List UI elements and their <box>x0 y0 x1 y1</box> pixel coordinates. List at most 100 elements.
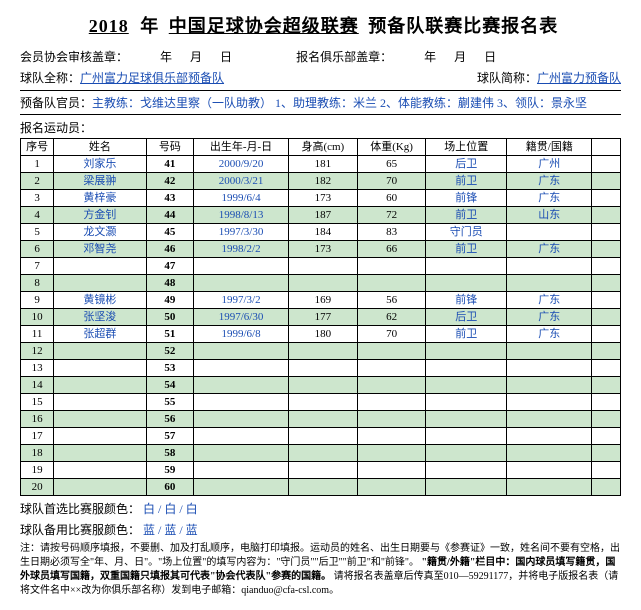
cell-h: 181 <box>288 156 357 173</box>
cell-seq: 14 <box>21 377 54 394</box>
cell-num: 48 <box>146 275 193 292</box>
cell-name: 龙文灏 <box>54 224 146 241</box>
cell-ext <box>592 343 621 360</box>
cell-seq: 19 <box>21 462 54 479</box>
cell-nat <box>507 343 592 360</box>
cell-h <box>288 360 357 377</box>
seal-y2: 年 <box>424 48 436 65</box>
cell-w <box>357 258 426 275</box>
cell-name <box>54 394 146 411</box>
cell-pos <box>426 462 507 479</box>
cell-h: 177 <box>288 309 357 326</box>
col-pos: 场上位置 <box>426 139 507 156</box>
cell-num: 55 <box>146 394 193 411</box>
cell-nat <box>507 258 592 275</box>
cell-dob: 1998/8/13 <box>194 207 289 224</box>
cell-name <box>54 360 146 377</box>
table-row: 1353 <box>21 360 621 377</box>
cell-num: 42 <box>146 173 193 190</box>
cell-w: 60 <box>357 190 426 207</box>
cell-h: 182 <box>288 173 357 190</box>
cell-h <box>288 377 357 394</box>
cell-dob: 2000/9/20 <box>194 156 289 173</box>
cell-dob <box>194 394 289 411</box>
cell-num: 47 <box>146 258 193 275</box>
cell-ext <box>592 360 621 377</box>
cell-nat <box>507 275 592 292</box>
cell-seq: 2 <box>21 173 54 190</box>
cell-h <box>288 462 357 479</box>
seal-y: 年 <box>160 48 172 65</box>
cell-nat: 山东 <box>507 207 592 224</box>
title-year-suffix: 年 <box>140 16 159 36</box>
title-suffix: 预备队联赛比赛报名表 <box>368 16 558 36</box>
cell-w <box>357 394 426 411</box>
cell-name <box>54 343 146 360</box>
kit-second-value: 蓝 / 蓝 / 蓝 <box>143 523 198 537</box>
col-h: 身高(cm) <box>288 139 357 156</box>
table-row: 2梁展翀422000/3/2118270前卫广东 <box>21 173 621 190</box>
col-nat: 籍贯/国籍 <box>507 139 592 156</box>
cell-num: 46 <box>146 241 193 258</box>
cell-ext <box>592 241 621 258</box>
cell-seq: 17 <box>21 428 54 445</box>
cell-ext <box>592 173 621 190</box>
cell-name: 刘家乐 <box>54 156 146 173</box>
page-title: 2018 年 中国足球协会超级联赛 预备队联赛比赛报名表 <box>20 12 621 38</box>
cell-nat: 广东 <box>507 326 592 343</box>
cell-name: 张坚浚 <box>54 309 146 326</box>
table-row: 2060 <box>21 479 621 496</box>
cell-seq: 8 <box>21 275 54 292</box>
cell-pos <box>426 411 507 428</box>
cell-seq: 4 <box>21 207 54 224</box>
cell-pos <box>426 343 507 360</box>
cell-num: 56 <box>146 411 193 428</box>
cell-name: 邓智尧 <box>54 241 146 258</box>
cell-ext <box>592 258 621 275</box>
cell-seq: 7 <box>21 258 54 275</box>
cell-num: 57 <box>146 428 193 445</box>
table-row: 1858 <box>21 445 621 462</box>
cell-num: 49 <box>146 292 193 309</box>
table-row: 10张坚浚501997/6/3017762后卫广东 <box>21 309 621 326</box>
seal-d: 日 <box>220 48 232 65</box>
cell-num: 58 <box>146 445 193 462</box>
cell-num: 45 <box>146 224 193 241</box>
club-seal-label: 报名俱乐部盖章： <box>296 48 392 65</box>
kit-second-label: 球队备用比赛服颜色： <box>20 523 140 537</box>
cell-dob <box>194 479 289 496</box>
cell-dob <box>194 377 289 394</box>
cell-dob <box>194 258 289 275</box>
cell-name <box>54 445 146 462</box>
cell-ext <box>592 224 621 241</box>
cell-nat: 广东 <box>507 241 592 258</box>
cell-name: 张超群 <box>54 326 146 343</box>
cell-w <box>357 377 426 394</box>
cell-seq: 5 <box>21 224 54 241</box>
cell-seq: 3 <box>21 190 54 207</box>
cell-w <box>357 411 426 428</box>
table-row: 9黄镜彬491997/3/216956前锋广东 <box>21 292 621 309</box>
cell-h <box>288 258 357 275</box>
cell-pos: 前卫 <box>426 241 507 258</box>
cell-dob: 1997/3/2 <box>194 292 289 309</box>
cell-pos <box>426 377 507 394</box>
cell-num: 44 <box>146 207 193 224</box>
cell-seq: 1 <box>21 156 54 173</box>
team-full-value: 广州富力足球俱乐部预备队 <box>80 69 224 86</box>
cell-name: 方金钊 <box>54 207 146 224</box>
cell-dob <box>194 428 289 445</box>
cell-w: 65 <box>357 156 426 173</box>
cell-seq: 12 <box>21 343 54 360</box>
cell-pos <box>426 258 507 275</box>
cell-ext <box>592 479 621 496</box>
cell-pos: 前卫 <box>426 173 507 190</box>
cell-ext <box>592 190 621 207</box>
cell-w: 66 <box>357 241 426 258</box>
cell-ext <box>592 445 621 462</box>
cell-nat <box>507 377 592 394</box>
cell-dob: 1999/6/4 <box>194 190 289 207</box>
cell-num: 54 <box>146 377 193 394</box>
cell-pos <box>426 445 507 462</box>
cell-dob: 2000/3/21 <box>194 173 289 190</box>
